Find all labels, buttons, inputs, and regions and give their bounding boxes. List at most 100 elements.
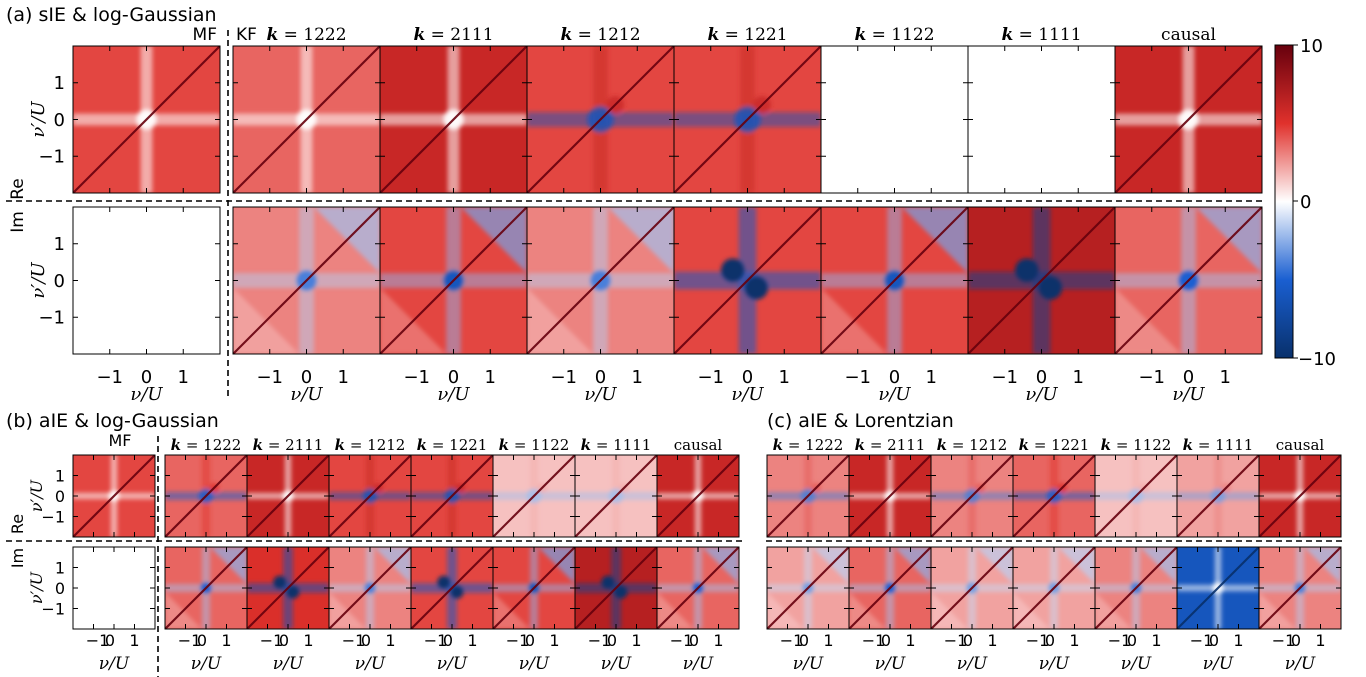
x-tick-label: −1	[403, 367, 430, 388]
x-tick-label: 0	[443, 631, 453, 650]
heatmap-c-im-2	[930, 546, 1014, 630]
x-label-b-0: ν/U	[99, 654, 130, 674]
heatmap-a-re-7	[1114, 45, 1263, 194]
x-tick-label: 1	[905, 631, 915, 650]
x-tick-label: −1	[424, 631, 448, 650]
x-tick-label: −1	[697, 367, 724, 388]
x-tick-label: 1	[178, 367, 189, 388]
x-tick-label: 0	[141, 367, 152, 388]
x-tick-label: 0	[889, 367, 900, 388]
heatmap-c-im-3	[1012, 546, 1096, 630]
x-label-a-1: ν/U	[290, 384, 323, 405]
x-ticks-a-6: −1 0 1	[991, 367, 1084, 388]
column-title-c-3: k = 1221	[1019, 436, 1090, 454]
heatmap-a-im-2	[379, 206, 528, 355]
kf-header-a: KF	[236, 25, 257, 45]
x-tick-label: 1	[385, 631, 395, 650]
y-tick-label: 0	[55, 487, 65, 506]
column-title-c-4: k = 1122	[1101, 436, 1172, 454]
x-tick-label: −1	[550, 367, 577, 388]
heatmap-a-re-1	[232, 45, 381, 194]
x-label-c-2: ν/U	[957, 654, 988, 674]
x-label-b-7: ν/U	[683, 654, 714, 674]
x-ticks-b-4: −10 1	[424, 631, 478, 650]
x-tick-label: 1	[779, 367, 790, 388]
x-ticks-b-1: −10 1	[178, 631, 232, 650]
x-tick-label: 0	[105, 631, 115, 650]
heatmap-c-im-0	[766, 546, 850, 630]
x-tick-label: 0	[197, 631, 207, 650]
row-label-re-a: Re	[8, 178, 28, 200]
x-label-a-5: ν/U	[878, 384, 911, 405]
heatmap-c-re-5	[1176, 454, 1260, 538]
x-tick-label: 1	[1233, 631, 1243, 650]
heatmap-b-im-0	[72, 546, 156, 630]
x-tick-label: 1	[467, 631, 477, 650]
x-tick-label: −1	[1190, 631, 1214, 650]
x-tick-label: 1	[485, 367, 496, 388]
x-tick-label: 1	[338, 367, 349, 388]
y-label-a-re: ν′/U	[28, 101, 49, 138]
x-label-c-5: ν/U	[1203, 654, 1234, 674]
column-title-b-1: k = 1222	[171, 436, 242, 454]
heatmap-b-re-7	[656, 454, 740, 538]
x-tick-label: 1	[926, 367, 937, 388]
x-label-a-6: ν/U	[1025, 384, 1058, 405]
x-tick-label: 1	[987, 631, 997, 650]
column-title-c-5: k = 1111	[1183, 436, 1254, 454]
x-tick-label: −1	[1272, 631, 1296, 650]
column-title-a-6: k = 1111	[1001, 25, 1081, 45]
x-tick-label: 1	[1073, 367, 1084, 388]
y-tick-label: −1	[41, 599, 65, 618]
x-tick-label: −1	[256, 367, 283, 388]
heatmap-c-re-4	[1094, 454, 1178, 538]
colorbar	[1274, 44, 1294, 359]
heatmap-b-im-7	[656, 546, 740, 630]
x-label-a-2: ν/U	[437, 384, 470, 405]
x-label-b-6: ν/U	[601, 654, 632, 674]
x-label-a-3: ν/U	[584, 384, 617, 405]
x-ticks-a-0: −1 0 1	[96, 367, 189, 388]
column-title-b-5: k = 1122	[499, 436, 570, 454]
y-tick-label: −1	[38, 308, 65, 329]
column-title-c-1: k = 2111	[855, 436, 926, 454]
x-ticks-b-5: −10 1	[506, 631, 560, 650]
mf-header-b: MF	[108, 431, 131, 450]
heatmap-c-re-1	[848, 454, 932, 538]
heatmap-b-im-6	[574, 546, 658, 630]
heatmap-a-im-7	[1114, 206, 1263, 355]
x-tick-label: 0	[301, 367, 312, 388]
heatmap-c-im-1	[848, 546, 932, 630]
panel-a-title: (a) sIE & log-Gaussian	[6, 4, 217, 26]
y-tick-label: 1	[54, 73, 65, 94]
x-tick-label: −1	[178, 631, 202, 650]
x-tick-label: 1	[129, 631, 139, 650]
heatmap-a-re-6	[967, 45, 1116, 194]
heatmap-b-re-2	[246, 454, 330, 538]
heatmap-b-im-2	[246, 546, 330, 630]
colorbar-tick-max: 10	[1300, 36, 1323, 57]
column-title-b-3: k = 1212	[335, 436, 406, 454]
x-ticks-c-2: −10 1	[944, 631, 998, 650]
heatmap-c-im-6	[1258, 546, 1342, 630]
column-title-b-4: k = 1221	[417, 436, 488, 454]
x-tick-label: 1	[1220, 367, 1231, 388]
x-label-b-5: ν/U	[519, 654, 550, 674]
heatmap-a-re-4	[673, 45, 822, 194]
column-title-a-3: k = 1212	[560, 25, 640, 45]
heatmap-b-re-1	[164, 454, 248, 538]
column-title-a-4: k = 1221	[707, 25, 787, 45]
x-tick-label: −1	[670, 631, 694, 650]
x-tick-label: 0	[881, 631, 891, 650]
heatmap-c-re-6	[1258, 454, 1342, 538]
x-label-a-7: ν/U	[1172, 384, 1205, 405]
y-tick-label: 0	[55, 579, 65, 598]
x-ticks-b-3: −10 1	[342, 631, 396, 650]
colorbar-tick-min: −10	[1298, 349, 1336, 370]
heatmap-panels: −1 0 1ν/Uk = 1222−1 0 1ν/Uk = 2111−1 0 1ν/Uk =…	[27, 25, 1342, 674]
x-tick-label: −1	[780, 631, 804, 650]
x-ticks-a-7: −1 0 1	[1138, 367, 1231, 388]
x-tick-label: 0	[1127, 631, 1137, 650]
heatmap-a-re-3	[526, 45, 675, 194]
heatmap-a-im-4	[673, 206, 822, 355]
